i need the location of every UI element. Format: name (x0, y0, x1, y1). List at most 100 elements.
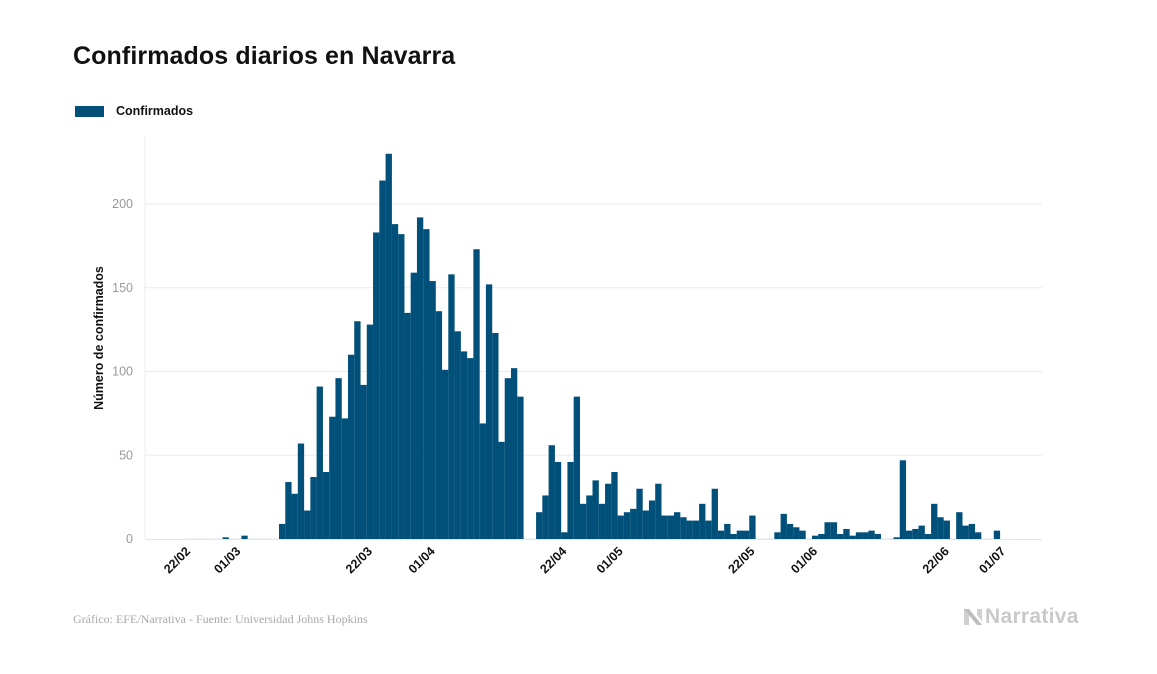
bar-zero (228, 538, 235, 540)
bar (705, 520, 712, 539)
bar (780, 513, 787, 539)
bar (304, 510, 311, 539)
bar (335, 378, 342, 539)
x-tick-label: 01/04 (406, 544, 438, 576)
bar (655, 483, 662, 539)
bar (849, 535, 856, 539)
bar (717, 530, 725, 539)
bar (297, 443, 305, 539)
bar (510, 368, 518, 539)
bar (429, 281, 436, 539)
bar (793, 527, 800, 539)
bar (341, 418, 349, 539)
bar (291, 493, 298, 539)
bar-zero (761, 538, 768, 540)
bar (567, 461, 574, 539)
bar (586, 495, 593, 539)
bar-zero (272, 538, 279, 540)
y-tick-label: 0 (126, 532, 133, 546)
y-tick-label: 150 (112, 281, 133, 295)
bar (517, 396, 524, 539)
bar (554, 461, 562, 539)
bar (322, 472, 330, 539)
bar (974, 532, 982, 539)
bar (573, 396, 581, 539)
bar (648, 500, 656, 539)
chart-title: Confirmados diarios en Navarra (73, 42, 456, 70)
bar (893, 537, 900, 539)
bar (937, 517, 944, 539)
bar (379, 180, 386, 540)
bar (391, 224, 399, 539)
bar (598, 503, 606, 539)
bar-zero (184, 538, 191, 540)
x-tick-label: 01/06 (788, 544, 820, 576)
y-axis-ticks: 0 50 100 150 200 (112, 197, 133, 546)
bar (460, 351, 468, 539)
bar (874, 533, 881, 539)
x-tick-label: 01/03 (211, 544, 243, 576)
bar (824, 522, 831, 539)
bar (410, 272, 417, 539)
legend-swatch-confirmados (75, 105, 104, 117)
bar (906, 530, 913, 539)
bar (818, 533, 825, 539)
bar (862, 532, 869, 539)
bar (943, 520, 950, 539)
bar (611, 472, 618, 539)
bar (467, 358, 474, 539)
bars (184, 153, 1001, 540)
bar-zero (216, 538, 222, 540)
bar (686, 520, 693, 539)
bar (404, 312, 411, 539)
bar-zero (203, 538, 210, 540)
bar (956, 512, 963, 539)
bar (354, 321, 361, 539)
bar (730, 533, 737, 539)
bar (316, 386, 323, 539)
bar (623, 512, 631, 539)
bar (498, 441, 505, 539)
bar (423, 229, 430, 539)
bar-zero (247, 538, 254, 540)
bar-zero (253, 538, 260, 540)
bar-zero (987, 538, 994, 540)
bar (561, 532, 568, 539)
bar (366, 324, 374, 539)
bar (222, 537, 229, 539)
bar (605, 483, 612, 539)
bar-zero (235, 538, 241, 540)
bar (548, 445, 555, 539)
bar (912, 528, 919, 539)
logo-text: Narrativa (985, 605, 1079, 628)
bar (617, 515, 624, 539)
bar (786, 523, 794, 539)
bar (373, 232, 380, 539)
bar (711, 488, 718, 539)
bar (868, 530, 875, 539)
source-credit: Gráfico: EFE/Narrativa - Fuente: Univers… (73, 612, 368, 626)
bar-zero (266, 538, 273, 540)
narrativa-logo: Narrativa (963, 605, 1079, 629)
bar (674, 512, 681, 539)
bar (931, 503, 938, 539)
bar-zero (523, 538, 530, 540)
bar-zero (260, 538, 266, 540)
bar (680, 517, 687, 539)
y-axis-label: Número de confirmados (92, 266, 106, 410)
bar (736, 530, 744, 539)
bar (454, 331, 461, 539)
x-tick-label: 22/06 (920, 544, 952, 576)
bar (899, 460, 907, 539)
bar-zero (210, 538, 216, 540)
bar (661, 515, 668, 539)
bar (962, 525, 969, 539)
x-tick-label: 22/05 (725, 544, 757, 576)
bar (642, 510, 649, 539)
y-tick-label: 50 (119, 448, 133, 462)
bar (241, 535, 248, 539)
bar (667, 515, 675, 539)
x-tick-label: 01/05 (594, 544, 626, 576)
bar (830, 522, 838, 539)
bar (749, 515, 756, 539)
